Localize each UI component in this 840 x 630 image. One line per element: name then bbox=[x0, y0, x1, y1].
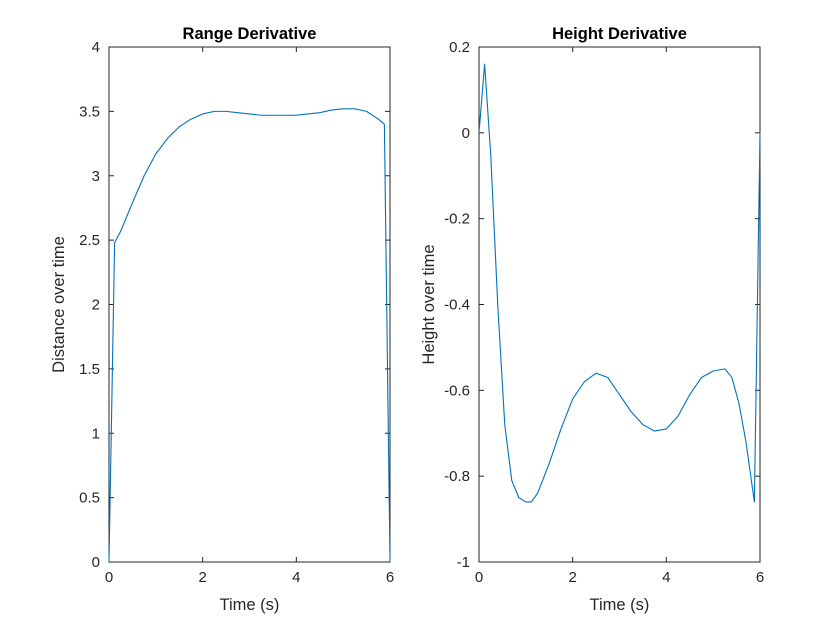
y-tick-label: -0.4 bbox=[444, 297, 470, 314]
series-line-1 bbox=[478, 63, 761, 503]
y-tick-label: -0.6 bbox=[444, 382, 470, 399]
x-axis-label: Time (s) bbox=[220, 596, 280, 614]
y-tick-label: 2 bbox=[92, 297, 100, 314]
y-tick-label: -0.2 bbox=[444, 211, 470, 228]
chart-title: Range Derivative bbox=[183, 25, 317, 43]
x-tick-label: 6 bbox=[386, 569, 394, 586]
y-tick-label: -0.8 bbox=[444, 468, 470, 485]
y-axis-label: Height over time bbox=[420, 244, 438, 364]
y-tick-label: 0 bbox=[92, 554, 100, 571]
chart-title: Height Derivative bbox=[552, 25, 687, 43]
x-tick-label: 4 bbox=[662, 569, 670, 586]
x-tick-label: 6 bbox=[756, 569, 764, 586]
x-axis-label: Time (s) bbox=[590, 596, 650, 614]
x-tick-label: 0 bbox=[105, 569, 113, 586]
y-tick-label: 0.2 bbox=[449, 39, 470, 56]
subplot-2: 0 2 4 6 -1 -0.8 -0.6 -0.4 -0.2 0 0.2 Height Derivat… bbox=[420, 25, 764, 614]
y-tick-label: 1 bbox=[92, 425, 100, 442]
y-tick-label: 0 bbox=[462, 125, 470, 142]
x-tick-label: 4 bbox=[292, 569, 300, 586]
x-tick-label: 2 bbox=[568, 569, 576, 586]
axes-box bbox=[478, 46, 761, 563]
y-axis-label: Distance over time bbox=[50, 236, 68, 373]
axes-box bbox=[108, 46, 391, 563]
subplot-1: 0 2 4 6 0 0.5 1 1.5 2 2.5 3 3.5 4 Range Derivative Tim… bbox=[50, 25, 394, 614]
y-tick-label: 2.5 bbox=[79, 232, 100, 249]
x-tick-label: 2 bbox=[198, 569, 206, 586]
x-tick-label: 0 bbox=[475, 569, 483, 586]
y-tick-label: 0.5 bbox=[79, 490, 100, 507]
y-tick-label: -1 bbox=[457, 554, 470, 571]
y-tick-label: 1.5 bbox=[79, 361, 100, 378]
y-tick-label: 4 bbox=[92, 39, 100, 56]
y-tick-label: 3.5 bbox=[79, 103, 100, 120]
series-line-1 bbox=[108, 108, 391, 563]
y-tick-label: 3 bbox=[92, 168, 100, 185]
